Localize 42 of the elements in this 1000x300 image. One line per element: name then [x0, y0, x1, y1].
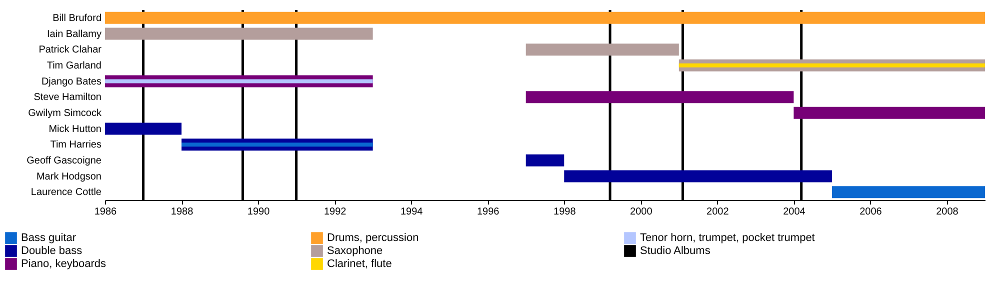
legend-label: Bass guitar: [21, 232, 76, 244]
bar: [526, 154, 564, 166]
y-tick-label: Django Bates: [41, 76, 102, 88]
y-tick-label: Mick Hutton: [48, 124, 102, 135]
x-tick-label: 1998: [554, 206, 576, 218]
bar: [526, 44, 679, 56]
bar: [105, 122, 182, 135]
legend-label: Drums, percussion: [327, 232, 419, 244]
bar: [678, 63, 985, 68]
x-tick-label: 1992: [324, 206, 347, 218]
y-tick-label: Steve Hamilton: [34, 92, 102, 104]
x-tick-label: 1994: [400, 206, 424, 218]
x-tick-label: 2008: [936, 206, 959, 218]
x-tick-label: 1988: [170, 206, 194, 218]
legend-label: Tenor horn, trumpet, pocket trumpet: [640, 232, 815, 244]
bar: [526, 91, 794, 104]
legend-label: Double bass: [21, 245, 83, 257]
x-tick-label: 1986: [94, 206, 118, 218]
legend-label: Studio Albums: [640, 245, 711, 257]
x-tick-label: 2006: [860, 206, 882, 218]
bar: [105, 28, 373, 40]
x-tick-label: 1996: [476, 206, 500, 218]
legend-label: Clarinet, flute: [327, 258, 392, 270]
y-tick-label: Iain Ballamy: [47, 28, 102, 40]
x-tick-label: 2002: [706, 206, 730, 218]
x-tick-label: 1990: [247, 206, 270, 218]
bar: [105, 79, 373, 84]
y-tick-label: Tim Harries: [50, 140, 102, 151]
y-tick-label: Tim Garland: [46, 60, 102, 72]
y-tick-label: Laurence Cottle: [30, 187, 102, 198]
bar: [794, 106, 985, 119]
legend-label: Saxophone: [327, 245, 383, 257]
bar: [564, 170, 832, 182]
legend-label: Piano, keyboards: [21, 258, 106, 270]
x-tick-label: 2000: [630, 206, 653, 218]
x-tick-label: 2004: [783, 206, 806, 218]
y-tick-label: Bill Bruford: [52, 12, 102, 24]
y-tick-label: Geoff Gascoigne: [26, 155, 102, 166]
y-tick-label: Patrick Clahar: [38, 44, 102, 56]
y-tick-label: Mark Hodgson: [36, 171, 102, 182]
y-tick-label: Gwilym Simcock: [28, 108, 102, 119]
bar: [105, 12, 985, 24]
